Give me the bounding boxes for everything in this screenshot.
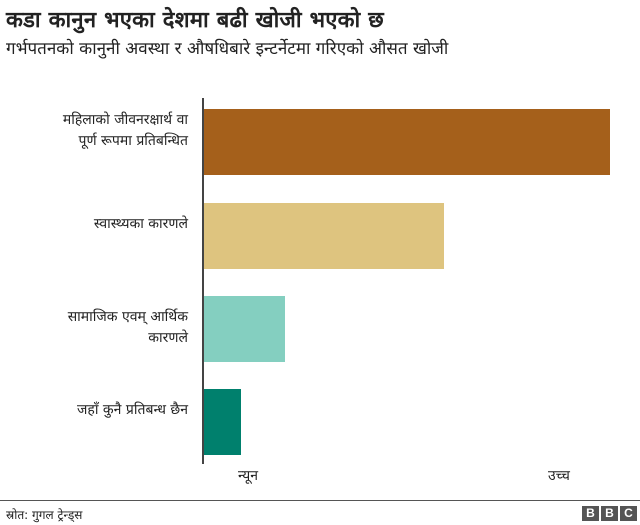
bbc-logo-block: B: [601, 506, 618, 521]
chart-subtitle: गर्भपतनको कानुनी अवस्था र औषधिबारे इन्टर…: [6, 39, 449, 59]
category-label-socioeconomic: सामाजिक एवम् आर्थिक कारणले: [68, 307, 188, 349]
bbc-logo: B B C: [582, 506, 637, 521]
bar-no-restriction: [204, 389, 241, 455]
source-note: स्रोत: गुगल ट्रेन्ड्स: [6, 508, 83, 522]
bar-health: [204, 203, 444, 269]
bbc-logo-block: B: [582, 506, 599, 521]
y-axis-line: [202, 98, 204, 464]
x-tick-high: उच्च: [548, 468, 570, 484]
bar-socioeconomic: [204, 296, 285, 362]
category-label-line: पूर्ण रूपमा प्रतिबन्धित: [78, 133, 188, 149]
category-label-line: कारणले: [148, 330, 188, 346]
bbc-logo-block: C: [620, 506, 637, 521]
footer-divider: [0, 500, 640, 501]
category-label-no-restriction: जहाँ कुनै प्रतिबन्ध छैन: [77, 402, 188, 418]
category-label-health: स्वास्थ्यका कारणले: [93, 216, 188, 232]
bar-fully-restricted: [204, 109, 610, 175]
chart-title: कडा कानुन भएका देशमा बढी खोजी भएको छ: [6, 8, 384, 33]
category-label-fully-restricted: महिलाको जीवनरक्षार्थ वा पूर्ण रूपमा प्रत…: [63, 110, 188, 152]
x-tick-low: न्यून: [238, 468, 259, 484]
category-label-line: महिलाको जीवनरक्षार्थ वा: [62, 112, 188, 128]
category-label-line: सामाजिक एवम् आर्थिक: [67, 309, 188, 325]
